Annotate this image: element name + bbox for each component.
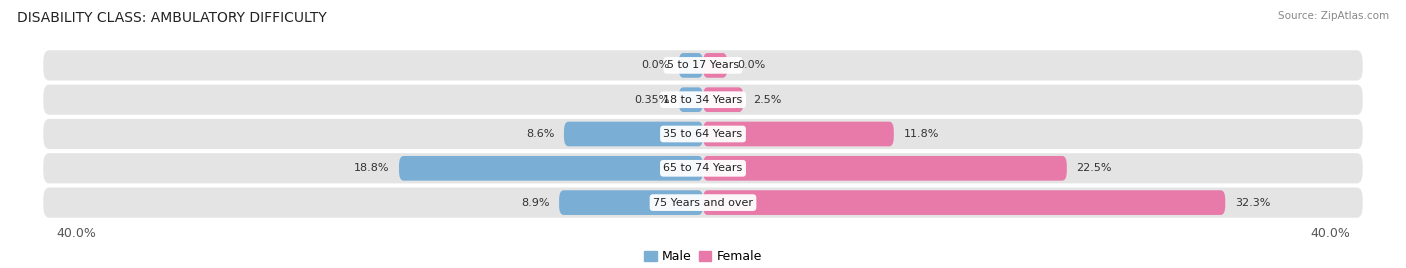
Text: 11.8%: 11.8% bbox=[904, 129, 939, 139]
Text: DISABILITY CLASS: AMBULATORY DIFFICULTY: DISABILITY CLASS: AMBULATORY DIFFICULTY bbox=[17, 11, 326, 25]
Text: 18.8%: 18.8% bbox=[354, 163, 389, 173]
FancyBboxPatch shape bbox=[703, 122, 894, 146]
FancyBboxPatch shape bbox=[679, 53, 703, 78]
Text: 65 to 74 Years: 65 to 74 Years bbox=[664, 163, 742, 173]
Text: Source: ZipAtlas.com: Source: ZipAtlas.com bbox=[1278, 11, 1389, 21]
FancyBboxPatch shape bbox=[44, 119, 1362, 149]
FancyBboxPatch shape bbox=[703, 190, 1225, 215]
Text: 75 Years and over: 75 Years and over bbox=[652, 198, 754, 208]
Text: 2.5%: 2.5% bbox=[754, 95, 782, 105]
Text: 0.35%: 0.35% bbox=[634, 95, 669, 105]
Text: 8.6%: 8.6% bbox=[526, 129, 554, 139]
Text: 40.0%: 40.0% bbox=[1310, 227, 1350, 240]
FancyBboxPatch shape bbox=[44, 188, 1362, 218]
FancyBboxPatch shape bbox=[44, 153, 1362, 183]
Text: 0.0%: 0.0% bbox=[737, 60, 765, 70]
Text: 35 to 64 Years: 35 to 64 Years bbox=[664, 129, 742, 139]
Text: 5 to 17 Years: 5 to 17 Years bbox=[666, 60, 740, 70]
FancyBboxPatch shape bbox=[679, 87, 703, 112]
Text: 8.9%: 8.9% bbox=[520, 198, 550, 208]
FancyBboxPatch shape bbox=[703, 53, 727, 78]
Legend: Male, Female: Male, Female bbox=[640, 245, 766, 268]
FancyBboxPatch shape bbox=[399, 156, 703, 181]
Text: 32.3%: 32.3% bbox=[1234, 198, 1271, 208]
FancyBboxPatch shape bbox=[44, 50, 1362, 80]
Text: 18 to 34 Years: 18 to 34 Years bbox=[664, 95, 742, 105]
Text: 0.0%: 0.0% bbox=[641, 60, 669, 70]
FancyBboxPatch shape bbox=[44, 85, 1362, 115]
FancyBboxPatch shape bbox=[560, 190, 703, 215]
FancyBboxPatch shape bbox=[564, 122, 703, 146]
FancyBboxPatch shape bbox=[703, 156, 1067, 181]
Text: 22.5%: 22.5% bbox=[1077, 163, 1112, 173]
Text: 40.0%: 40.0% bbox=[56, 227, 96, 240]
FancyBboxPatch shape bbox=[703, 87, 744, 112]
